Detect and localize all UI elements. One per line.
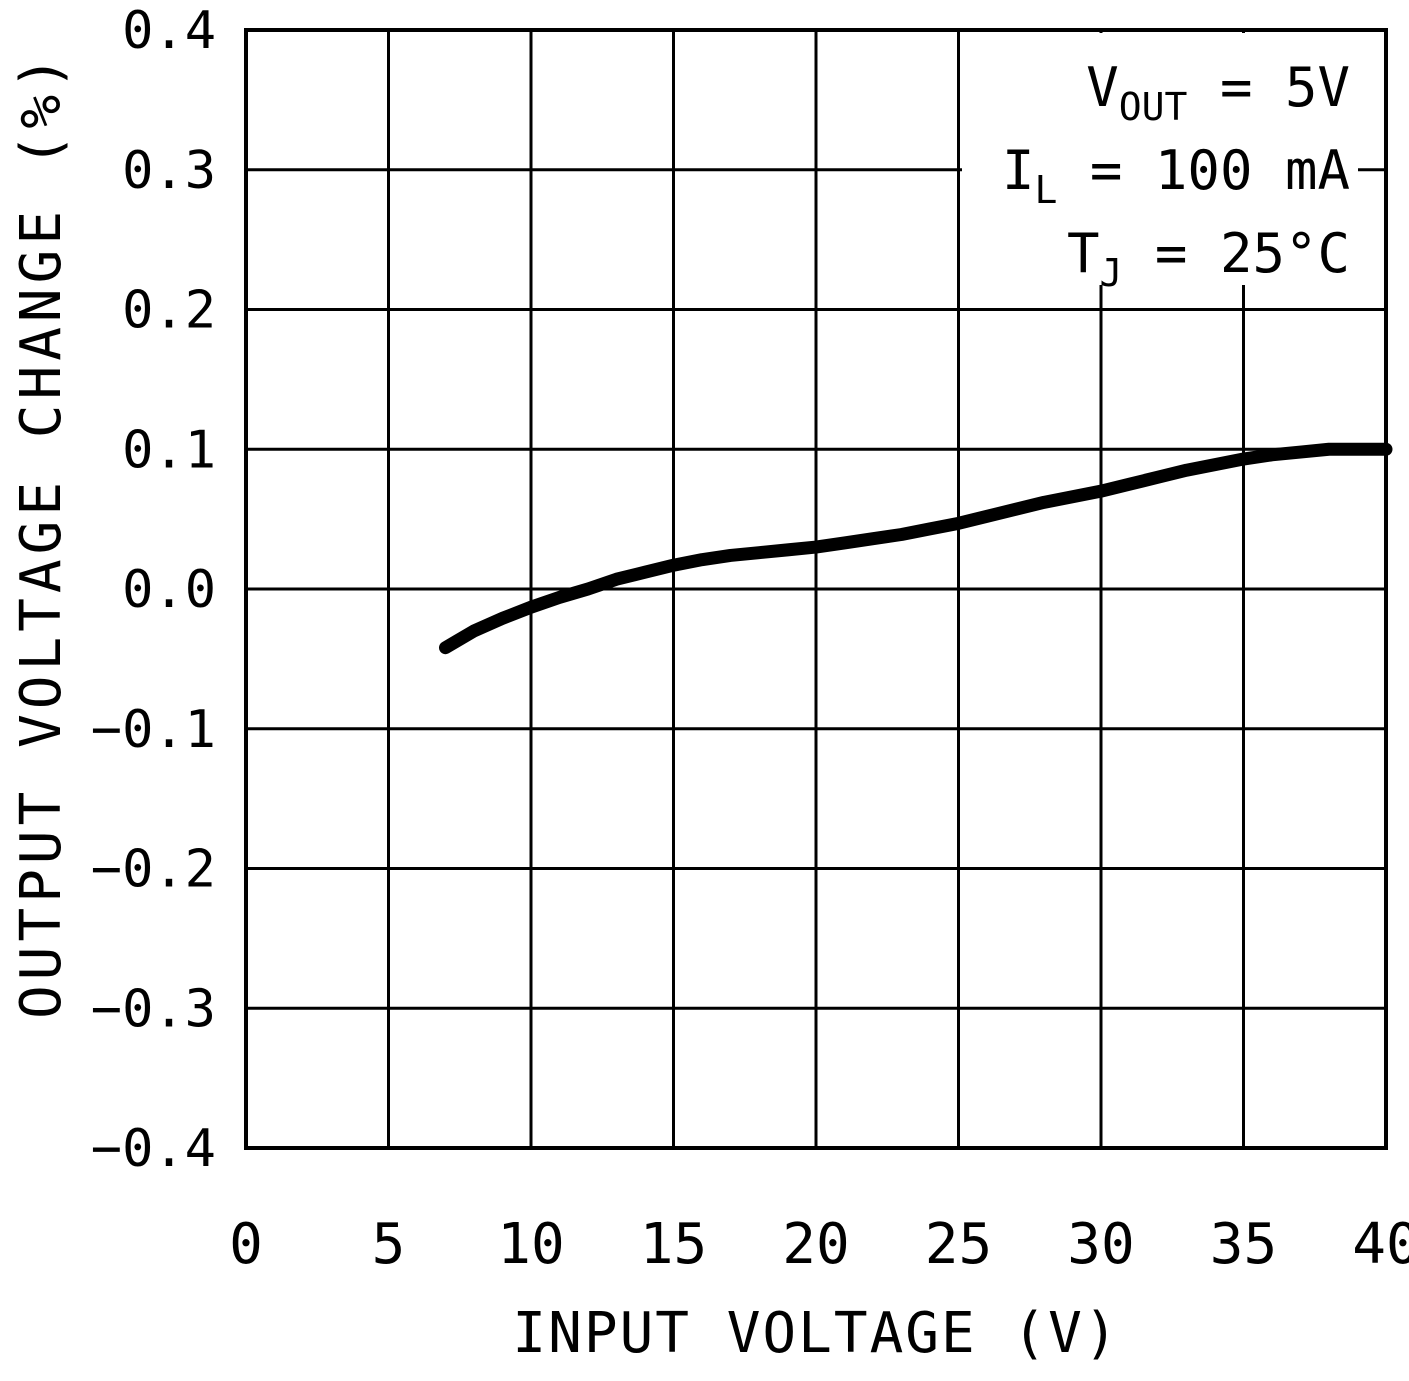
y-tick-label: −0.2 [91,840,216,900]
x-tick-label: 25 [925,1212,992,1277]
condition-annotation: IL = 100 mA [1002,139,1350,212]
x-tick-label: 15 [640,1212,707,1277]
annotation-backdrop [962,33,1358,285]
series-line [439,442,1393,655]
x-tick-label: 10 [497,1212,564,1277]
y-tick-label: 0.4 [122,1,216,61]
y-tick-label: 0.0 [122,560,216,620]
y-tick-label: 0.3 [122,141,216,201]
x-tick-label: 40 [1352,1212,1409,1277]
y-tick-label: 0.2 [122,281,216,341]
x-tick-label: 30 [1067,1212,1134,1277]
y-tick-label: 0.1 [122,420,216,480]
condition-annotation: TJ = 25°C [1067,222,1350,295]
x-axis-title: INPUT VOLTAGE (V) [512,1301,1119,1366]
y-tick-label: −0.1 [91,700,216,760]
y-axis-title: OUTPUT VOLTAGE CHANGE (%) [9,51,74,1019]
x-tick-label: 0 [229,1212,263,1277]
x-tick-label: 20 [782,1212,849,1277]
y-tick-label: −0.4 [91,1119,216,1179]
condition-annotation: VOUT = 5V [1086,56,1350,129]
plot-border [244,28,1388,1150]
y-tick-label: −0.3 [91,979,216,1039]
x-tick-label: 5 [372,1212,406,1277]
x-tick-label: 35 [1210,1212,1277,1277]
